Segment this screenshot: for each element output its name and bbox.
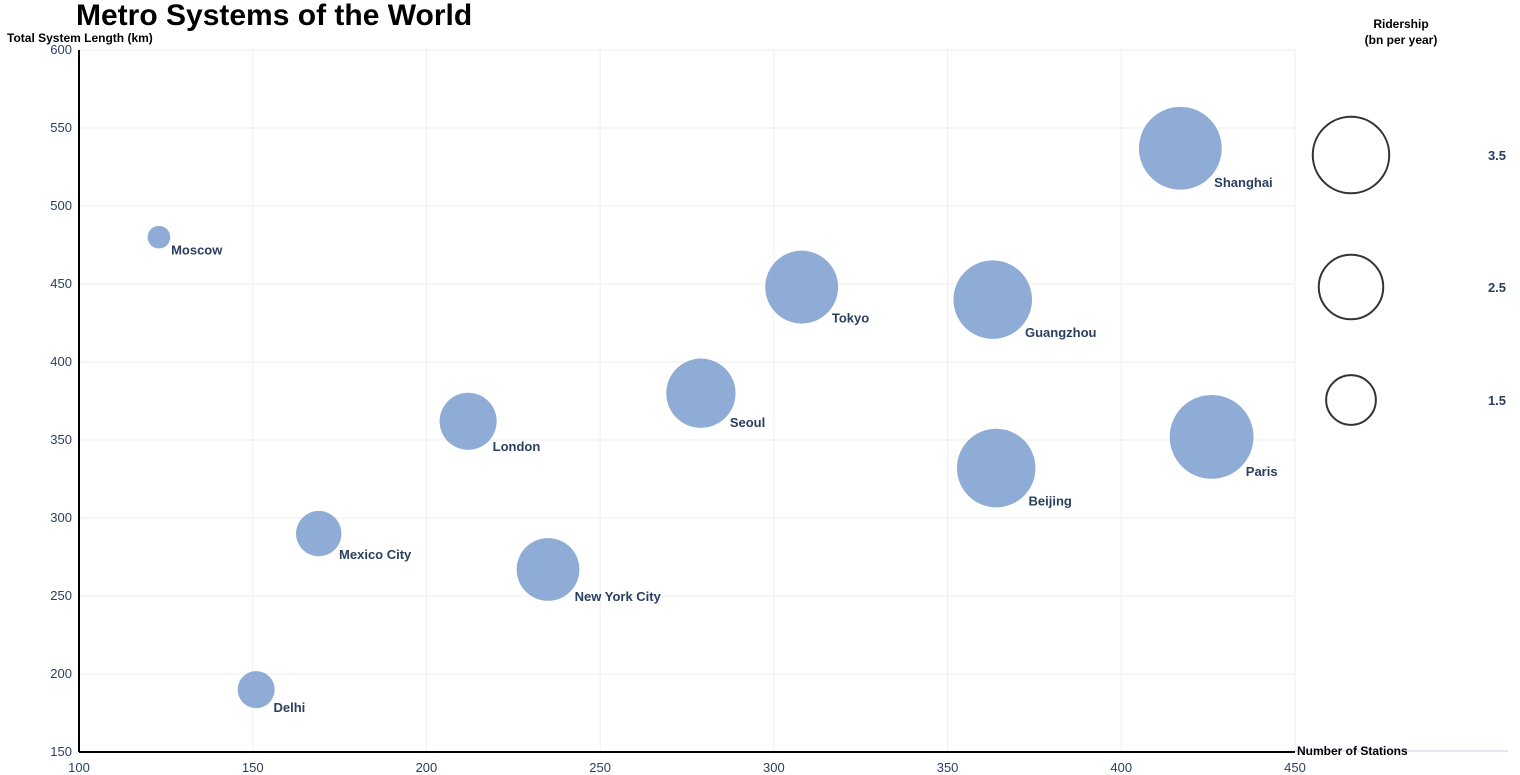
legend-circle xyxy=(1317,253,1385,321)
bubble xyxy=(439,392,497,450)
bubbles xyxy=(147,106,1254,709)
bubble xyxy=(765,250,839,324)
y-tick-label: 600 xyxy=(50,42,72,57)
y-tick-label: 250 xyxy=(50,588,72,603)
y-tick-label: 300 xyxy=(50,510,72,525)
city-label: New York City xyxy=(575,589,662,604)
x-axis-label: Number of Stations xyxy=(1297,744,1408,758)
legend-items: 3.5 2.5 1.5 xyxy=(1311,115,1506,426)
x-tick-label: 450 xyxy=(1284,760,1306,775)
bubble xyxy=(1138,106,1222,190)
chart-title: Metro Systems of the World xyxy=(76,0,472,32)
y-tick-label: 400 xyxy=(50,354,72,369)
city-label: Mexico City xyxy=(339,547,412,562)
x-tick-label: 200 xyxy=(416,760,438,775)
city-labels: Moscow Delhi Mexico City London New York Cit… xyxy=(171,175,1278,715)
y-tick-label: 500 xyxy=(50,198,72,213)
gridlines xyxy=(79,49,1296,752)
legend-circle xyxy=(1325,374,1377,426)
city-label: Paris xyxy=(1246,464,1278,479)
x-tick-label: 400 xyxy=(1110,760,1132,775)
city-label: London xyxy=(493,439,541,454)
legend-title-line1: Ridership xyxy=(1373,17,1428,31)
x-tick-label: 150 xyxy=(242,760,264,775)
y-tick-label: 200 xyxy=(50,666,72,681)
city-label: Moscow xyxy=(171,242,223,257)
x-tick-label: 100 xyxy=(68,760,90,775)
legend-circle xyxy=(1311,115,1391,195)
x-tick-label: 300 xyxy=(763,760,785,775)
legend-label: 3.5 xyxy=(1488,148,1506,163)
bubble xyxy=(956,428,1036,508)
city-label: Shanghai xyxy=(1214,175,1273,190)
y-axis-ticks: 150 200 250 300 350 400 450 500 550 600 xyxy=(50,42,72,759)
y-tick-label: 550 xyxy=(50,120,72,135)
city-label: Beijing xyxy=(1028,493,1071,508)
x-tick-label: 250 xyxy=(589,760,611,775)
bubble xyxy=(1169,394,1254,479)
bubble xyxy=(666,358,736,428)
city-label: Seoul xyxy=(730,415,765,430)
legend-label: 2.5 xyxy=(1488,280,1506,295)
y-tick-label: 450 xyxy=(50,276,72,291)
x-tick-label: 350 xyxy=(937,760,959,775)
city-label: Tokyo xyxy=(832,310,869,325)
x-axis-ticks: 100 150 200 250 300 350 400 450 xyxy=(68,760,1306,775)
bubble xyxy=(516,538,580,601)
bubble xyxy=(296,510,342,557)
y-axis-label: Total System Length (km) xyxy=(7,31,153,45)
bubble xyxy=(237,671,275,709)
size-legend: Ridership (bn per year) 3.5 2.5 1.5 xyxy=(1311,17,1506,426)
y-tick-label: 350 xyxy=(50,432,72,447)
y-tick-label: 150 xyxy=(50,744,72,759)
city-label: Guangzhou xyxy=(1025,325,1097,340)
city-label: Delhi xyxy=(274,700,306,715)
bubble xyxy=(147,225,171,249)
legend-title-line2: (bn per year) xyxy=(1365,33,1438,47)
legend-label: 1.5 xyxy=(1488,393,1506,408)
bubble xyxy=(953,260,1033,339)
